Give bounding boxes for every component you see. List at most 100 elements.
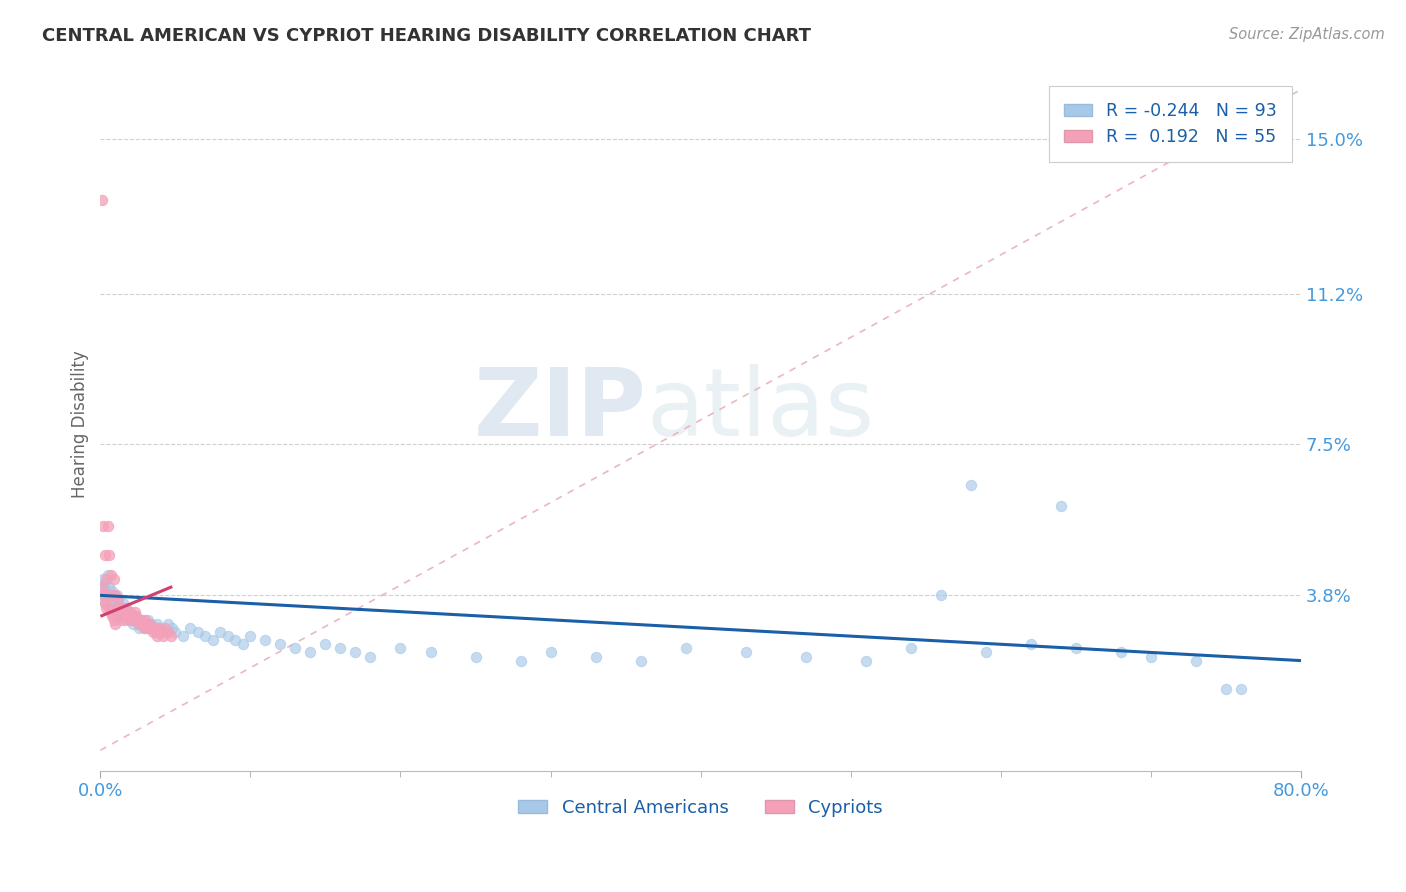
Point bbox=[419, 645, 441, 659]
Point bbox=[129, 613, 152, 627]
Point bbox=[93, 572, 115, 586]
Point bbox=[101, 597, 124, 611]
Point bbox=[1230, 682, 1253, 697]
Point bbox=[299, 645, 322, 659]
Point bbox=[232, 637, 254, 651]
Point bbox=[139, 616, 162, 631]
Point bbox=[124, 608, 146, 623]
Point bbox=[734, 645, 756, 659]
Point bbox=[104, 616, 127, 631]
Point bbox=[110, 605, 132, 619]
Point bbox=[97, 568, 120, 582]
Point bbox=[855, 654, 877, 668]
Point bbox=[90, 580, 112, 594]
Point bbox=[104, 600, 127, 615]
Point bbox=[125, 613, 148, 627]
Point bbox=[112, 613, 135, 627]
Point bbox=[115, 605, 138, 619]
Point bbox=[100, 592, 122, 607]
Point bbox=[959, 478, 981, 492]
Point bbox=[97, 519, 120, 533]
Point bbox=[107, 592, 129, 607]
Point bbox=[112, 600, 135, 615]
Point bbox=[143, 621, 166, 635]
Point bbox=[1049, 499, 1071, 513]
Point bbox=[135, 616, 157, 631]
Point bbox=[149, 625, 172, 640]
Point bbox=[1019, 637, 1042, 651]
Point bbox=[974, 645, 997, 659]
Point bbox=[117, 608, 139, 623]
Point bbox=[94, 597, 117, 611]
Point bbox=[120, 605, 142, 619]
Point bbox=[224, 633, 246, 648]
Point bbox=[107, 608, 129, 623]
Point bbox=[630, 654, 652, 668]
Point bbox=[129, 613, 152, 627]
Point bbox=[111, 605, 134, 619]
Point bbox=[105, 588, 128, 602]
Point bbox=[96, 600, 118, 615]
Point bbox=[314, 637, 336, 651]
Point bbox=[138, 613, 160, 627]
Point bbox=[156, 616, 179, 631]
Point bbox=[153, 621, 176, 635]
Point bbox=[141, 616, 163, 631]
Point bbox=[127, 616, 149, 631]
Point bbox=[134, 621, 156, 635]
Point bbox=[134, 613, 156, 627]
Point bbox=[194, 629, 217, 643]
Point bbox=[121, 608, 143, 623]
Point bbox=[108, 600, 131, 615]
Point bbox=[97, 588, 120, 602]
Point bbox=[929, 588, 952, 602]
Point bbox=[93, 588, 115, 602]
Point bbox=[100, 600, 122, 615]
Point bbox=[1109, 645, 1132, 659]
Point bbox=[179, 621, 201, 635]
Point bbox=[344, 645, 367, 659]
Point bbox=[111, 597, 134, 611]
Point bbox=[675, 641, 697, 656]
Point bbox=[131, 616, 153, 631]
Point bbox=[146, 629, 169, 643]
Point bbox=[1064, 641, 1087, 656]
Point bbox=[104, 592, 127, 607]
Point bbox=[132, 621, 155, 635]
Point bbox=[128, 616, 150, 631]
Point bbox=[125, 608, 148, 623]
Point bbox=[98, 588, 121, 602]
Point bbox=[239, 629, 262, 643]
Point bbox=[201, 633, 224, 648]
Point bbox=[108, 613, 131, 627]
Point bbox=[103, 572, 125, 586]
Point bbox=[118, 613, 141, 627]
Point bbox=[98, 597, 121, 611]
Point bbox=[94, 576, 117, 591]
Point bbox=[149, 621, 172, 635]
Point bbox=[165, 625, 187, 640]
Text: atlas: atlas bbox=[647, 364, 875, 456]
Point bbox=[97, 588, 120, 602]
Point bbox=[156, 625, 179, 640]
Point bbox=[160, 629, 183, 643]
Point bbox=[389, 641, 412, 656]
Point bbox=[100, 605, 122, 619]
Point bbox=[96, 572, 118, 586]
Point bbox=[540, 645, 562, 659]
Point bbox=[96, 592, 118, 607]
Point bbox=[90, 580, 112, 594]
Point bbox=[464, 649, 486, 664]
Point bbox=[107, 597, 129, 611]
Point bbox=[118, 613, 141, 627]
Point bbox=[98, 600, 121, 615]
Point bbox=[103, 588, 125, 602]
Point bbox=[110, 608, 132, 623]
Point bbox=[1140, 649, 1163, 664]
Point bbox=[103, 605, 125, 619]
Point bbox=[143, 621, 166, 635]
Point bbox=[120, 605, 142, 619]
Point bbox=[101, 608, 124, 623]
Point bbox=[127, 613, 149, 627]
Point bbox=[101, 584, 124, 599]
